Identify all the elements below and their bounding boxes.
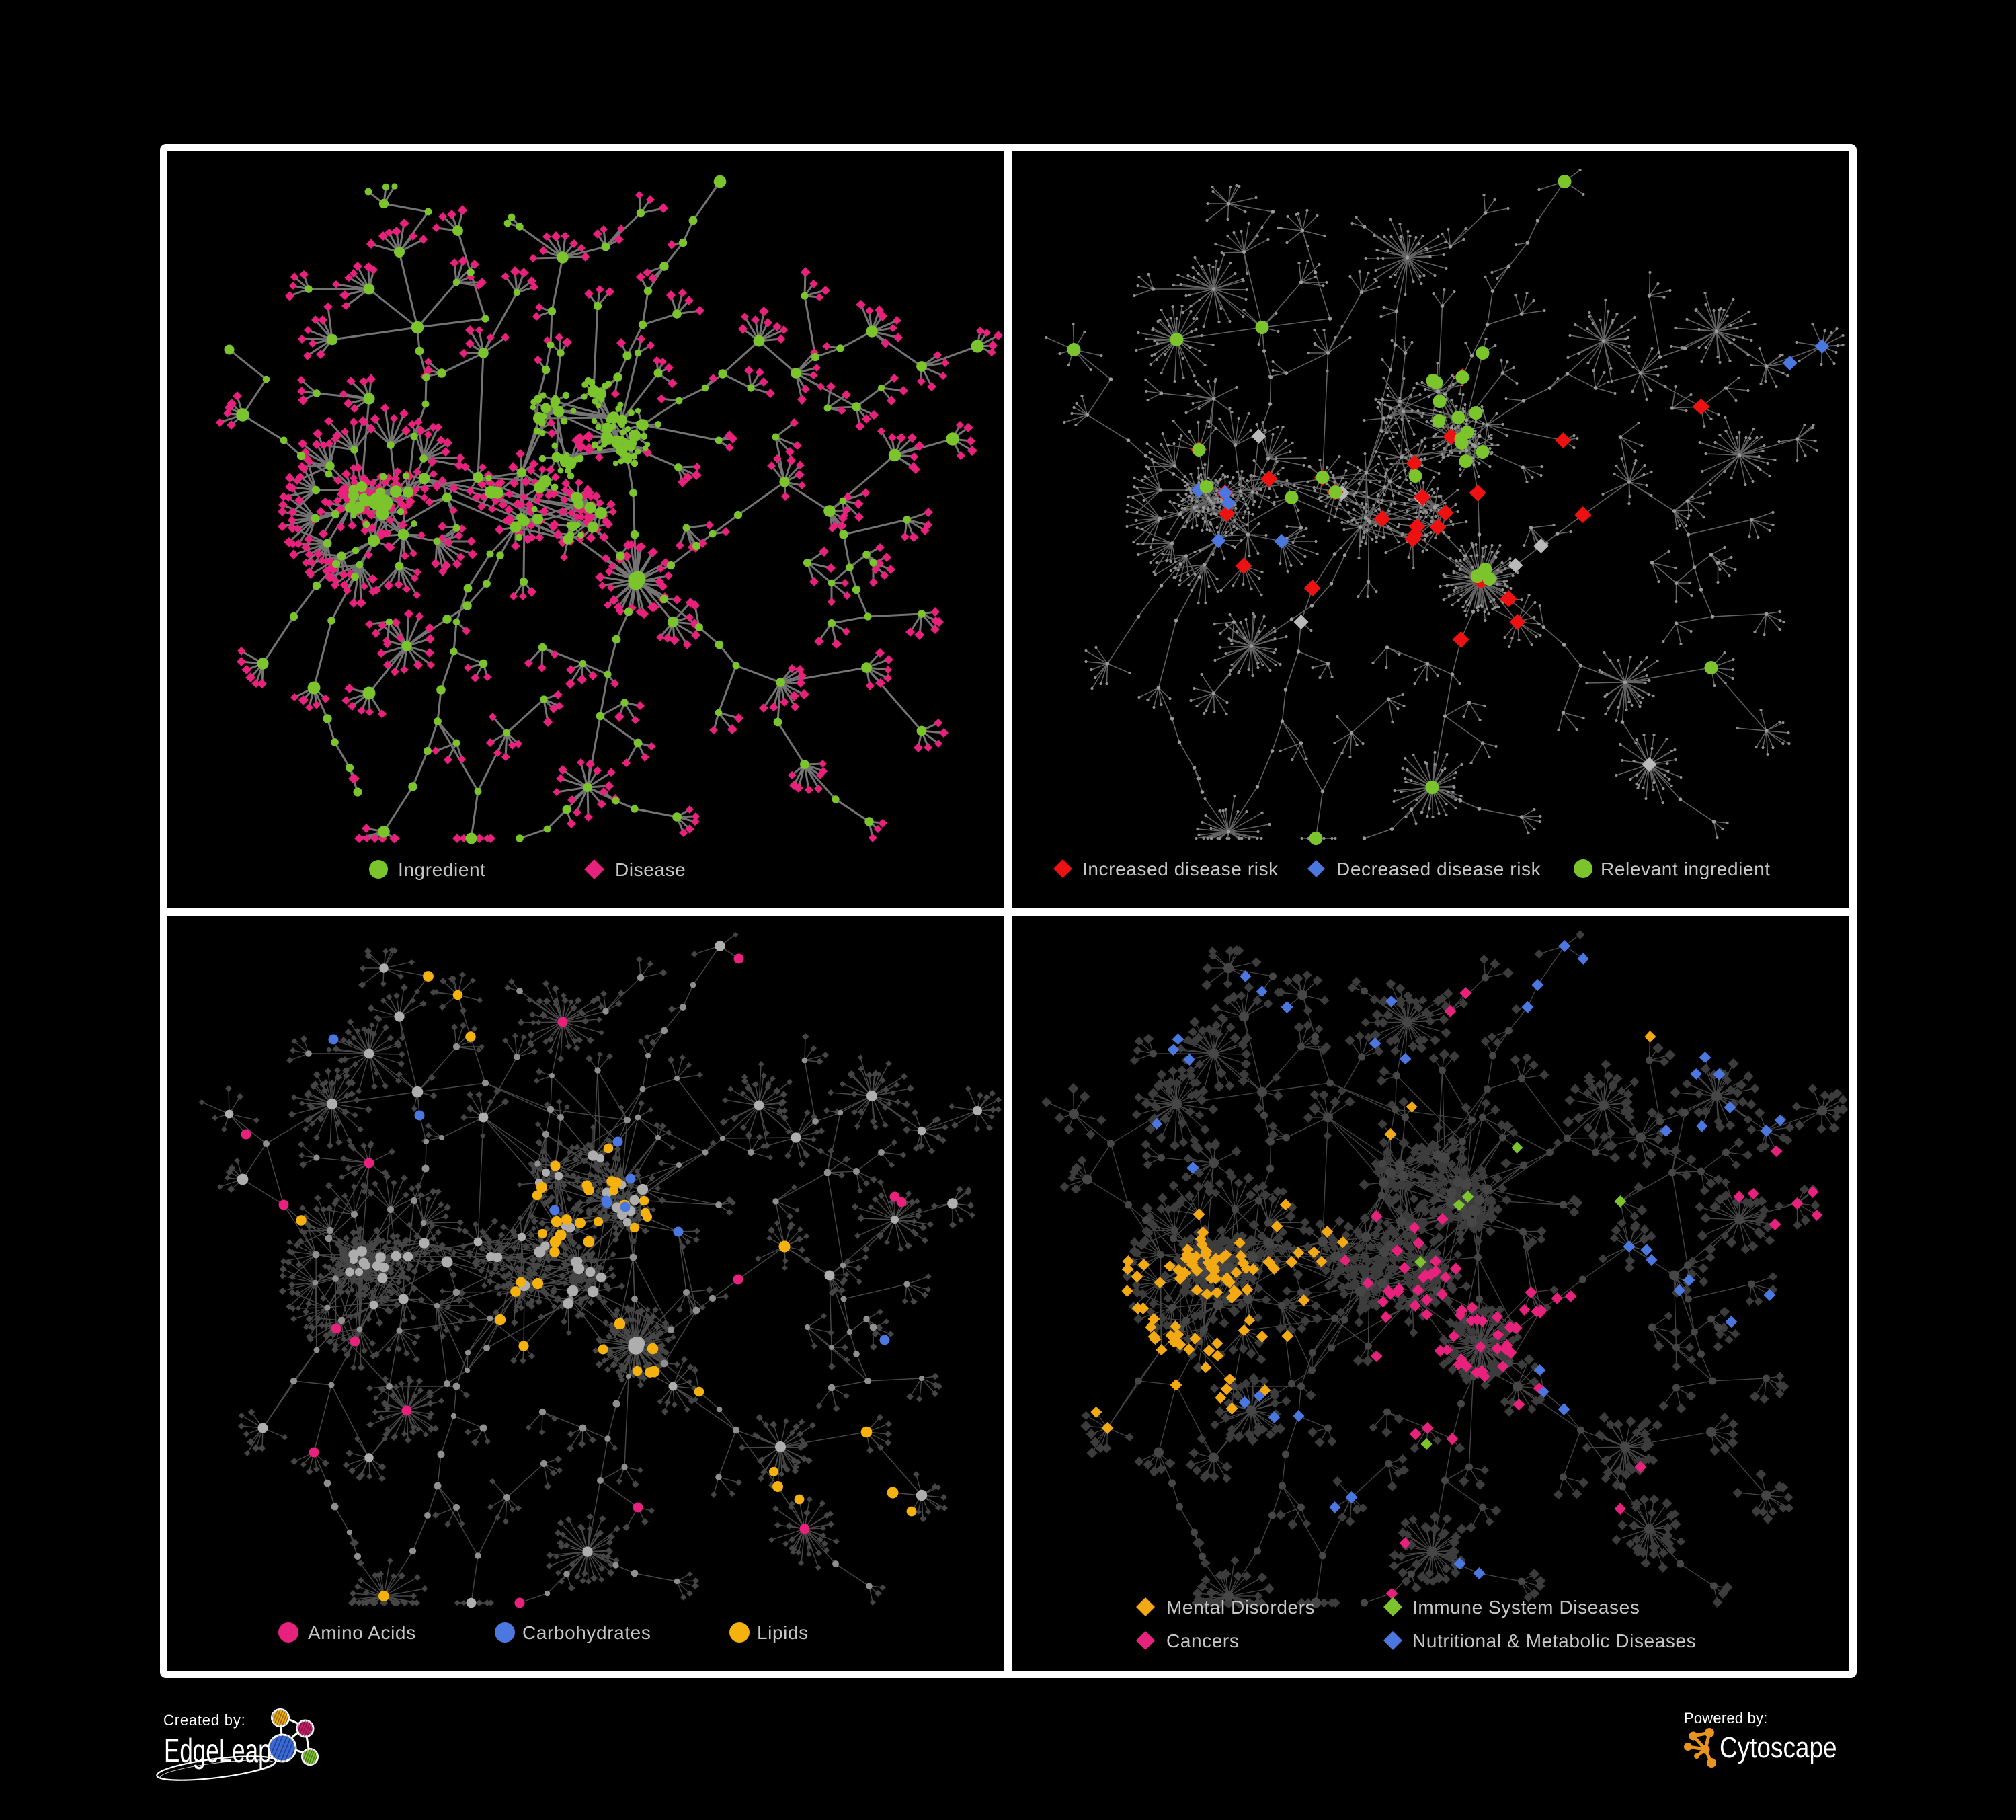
svg-text:EdgeLeap: EdgeLeap	[164, 1733, 272, 1770]
svg-text:Disease: Disease	[615, 859, 686, 880]
svg-text:Mental Disorders: Mental Disorders	[1166, 1597, 1315, 1618]
svg-text:Immune System Diseases: Immune System Diseases	[1412, 1597, 1640, 1618]
svg-text:Powered by:: Powered by:	[1684, 1710, 1768, 1727]
svg-text:Cancers: Cancers	[1166, 1630, 1239, 1651]
svg-text:Lipids: Lipids	[757, 1622, 809, 1643]
svg-text:Relevant ingredient: Relevant ingredient	[1601, 859, 1771, 879]
svg-text:Increased disease risk: Increased disease risk	[1082, 859, 1279, 879]
svg-text:Ingredient: Ingredient	[398, 859, 486, 880]
svg-text:Nutritional & Metabolic Diseas: Nutritional & Metabolic Diseases	[1412, 1630, 1696, 1651]
svg-text:Decreased disease risk: Decreased disease risk	[1336, 859, 1541, 879]
svg-text:Amino Acids: Amino Acids	[308, 1622, 416, 1643]
svg-text:Created by:: Created by:	[163, 1712, 246, 1729]
svg-text:Carbohydrates: Carbohydrates	[522, 1622, 651, 1643]
svg-text:Cytoscape: Cytoscape	[1720, 1731, 1837, 1764]
